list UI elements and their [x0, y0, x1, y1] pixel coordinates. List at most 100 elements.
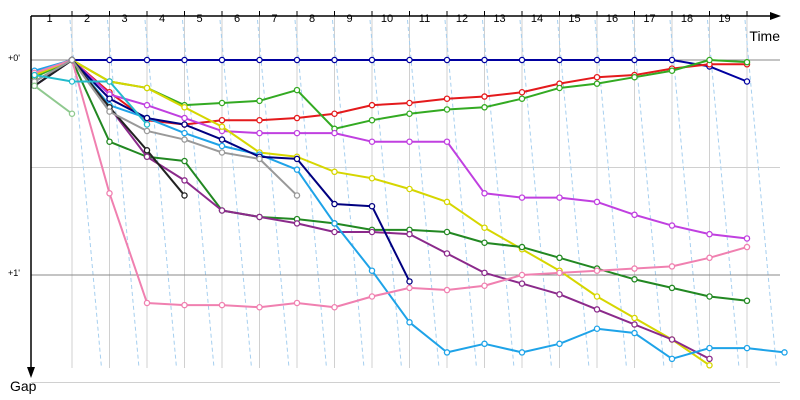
x-tick-label: 8	[309, 13, 315, 25]
series-line	[33, 84, 73, 115]
series-point	[218, 99, 226, 107]
series-point	[481, 104, 488, 111]
series-point	[331, 200, 338, 208]
lap-delimiter-line	[444, 19, 477, 369]
x-tick-label: 13	[493, 13, 505, 25]
series-point	[406, 284, 413, 292]
series-point	[406, 230, 413, 238]
series-point	[593, 80, 601, 87]
series-point	[406, 99, 413, 107]
series-line	[34, 59, 748, 309]
series-point	[368, 267, 376, 274]
series-point	[556, 254, 563, 262]
series-point	[406, 185, 413, 193]
series-point	[593, 267, 601, 274]
lap-delimiter-line	[332, 19, 365, 369]
series-point	[631, 329, 638, 337]
series-point	[406, 110, 413, 118]
series-point	[593, 73, 601, 81]
series-point	[293, 56, 301, 64]
series-point	[406, 319, 413, 326]
series-point	[106, 138, 113, 145]
series-point	[31, 82, 38, 90]
lap-delimiter-line	[407, 19, 440, 369]
y-axis-title: Gap	[10, 378, 37, 394]
series-point	[481, 340, 488, 348]
series-point	[743, 78, 751, 85]
series-point	[443, 138, 451, 145]
series-point	[443, 250, 451, 257]
x-tick-label: 19	[718, 13, 730, 25]
series-point	[68, 78, 76, 85]
lap-delimiter-line	[182, 19, 215, 369]
series-point	[556, 291, 563, 298]
lap-delimiter-line	[632, 19, 665, 369]
series-point	[181, 114, 188, 122]
x-tick-label: 6	[234, 13, 240, 25]
series-point	[368, 138, 376, 145]
series-point	[368, 56, 376, 64]
series-point	[443, 349, 451, 356]
series-point	[218, 207, 226, 214]
series-point	[68, 56, 76, 64]
series-point	[518, 271, 526, 279]
series-point	[218, 142, 226, 150]
series-point	[106, 108, 113, 115]
labels: Time Gap +0'+1'1 2 3 4 5 6 7 8 9 10 11 12 13 14 15 16 17…	[8, 13, 780, 394]
series-point	[143, 153, 151, 160]
series-point	[331, 129, 338, 137]
series-point	[518, 349, 526, 356]
x-tick-label: 5	[196, 13, 202, 25]
series-point	[181, 157, 188, 165]
x-tick-label: 4	[159, 13, 165, 25]
series-point	[218, 56, 226, 64]
series-point	[68, 110, 76, 118]
series-point	[218, 136, 226, 143]
x-tick-label: 9	[346, 13, 352, 25]
lap-delimiter-line	[519, 19, 552, 369]
series-point	[556, 194, 563, 201]
series-point	[406, 56, 413, 64]
series-point	[406, 138, 413, 145]
series-point	[293, 166, 301, 173]
lap-delimiter-line	[557, 19, 590, 369]
lap-delimiter-line	[482, 19, 515, 369]
series-point	[256, 213, 263, 221]
lap-delimiter-line	[369, 19, 402, 369]
series-point	[443, 228, 451, 236]
series-point	[443, 56, 451, 64]
series-point	[293, 220, 301, 227]
series-point	[218, 301, 226, 309]
series-point	[181, 121, 188, 128]
series-point	[593, 293, 601, 300]
series-line	[34, 59, 748, 240]
y-tick-label: +0'	[8, 53, 20, 63]
series-point	[31, 71, 38, 79]
series-point	[481, 239, 488, 246]
series-point	[143, 114, 151, 122]
axes	[27, 11, 781, 378]
series-point	[518, 56, 526, 64]
series-point	[556, 269, 563, 277]
x-tick-label: 15	[568, 13, 580, 25]
x-axis-arrow-icon	[770, 12, 781, 20]
series-point	[556, 340, 563, 348]
series-point	[256, 129, 263, 137]
series-point	[631, 265, 638, 272]
series-point	[331, 110, 338, 118]
series-point	[143, 56, 151, 64]
series-point	[743, 58, 751, 66]
series-point	[631, 73, 638, 81]
series-point	[668, 67, 676, 75]
series-point	[143, 84, 151, 92]
series-point	[481, 93, 488, 100]
series-point	[256, 303, 263, 311]
series-point	[368, 202, 376, 210]
series-point	[143, 127, 151, 135]
series-point	[481, 190, 488, 197]
lap-delimiter-line	[707, 19, 740, 369]
series-point	[481, 56, 488, 64]
series-point	[593, 198, 601, 206]
series-point	[518, 89, 526, 96]
series-point	[743, 235, 751, 242]
